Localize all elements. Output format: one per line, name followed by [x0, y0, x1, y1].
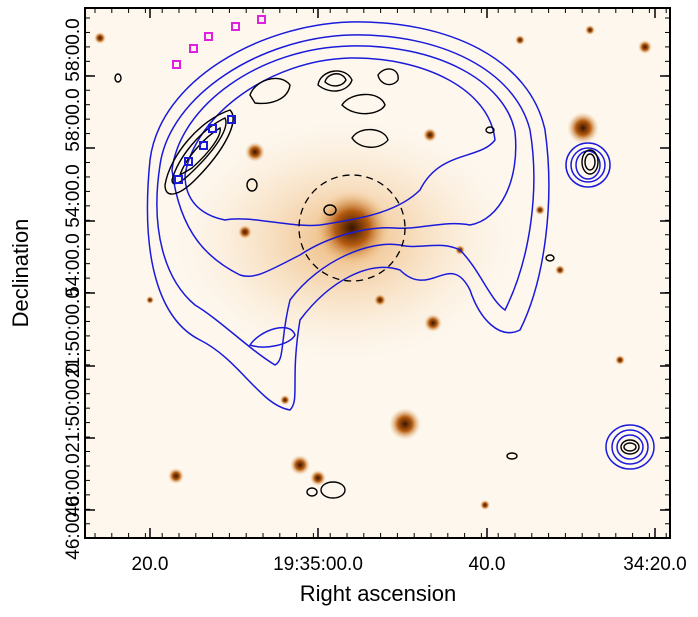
sky-image [85, 8, 670, 538]
source [555, 265, 565, 275]
source [146, 296, 154, 304]
source [280, 395, 290, 405]
source [515, 35, 525, 45]
source [615, 355, 625, 365]
x-tick-label: 34:20.0 [623, 554, 686, 575]
ticks: 20.0 19:35:00.0 40.0 34:20.0 58:00.0 58:00.0 5… [63, 8, 687, 575]
y-axis-label: Declination [8, 219, 33, 328]
y-tick-label: 58:00.0 [63, 18, 84, 81]
y-tick-label: 54:00.0 [63, 233, 84, 296]
source [168, 468, 184, 484]
x-tick-label: 40.0 [469, 554, 506, 575]
source [238, 225, 252, 239]
source [638, 40, 652, 54]
source [290, 455, 310, 475]
source [310, 470, 326, 486]
source [585, 25, 595, 35]
y-tick-label: 46:00.0 [63, 496, 84, 559]
y-tick-label: 46:00.0 [63, 453, 84, 516]
source [423, 128, 437, 142]
y-tick-label: 58:00.0 [63, 88, 84, 151]
y-tick-label: 21:50:00.0 [63, 363, 84, 453]
x-tick-label: 20.0 [132, 554, 169, 575]
source [374, 294, 386, 306]
dashed-circle [298, 174, 406, 282]
source [424, 314, 442, 332]
x-axis-label: Right ascension [300, 581, 457, 606]
source [535, 205, 545, 215]
magenta-markers [172, 15, 266, 69]
source [245, 142, 265, 162]
black-contours [114, 68, 640, 499]
source [389, 408, 421, 440]
x-tick-label: 19:35:00.0 [273, 554, 363, 575]
blue-contours [146, 21, 655, 470]
source [567, 112, 599, 144]
source [480, 500, 490, 510]
y-tick-label: 54:00.0 [63, 164, 84, 227]
source [94, 32, 106, 44]
plot-frame [84, 7, 671, 539]
y-tick-label: 21:50:00.0 [63, 288, 84, 378]
blue-markers [174, 115, 236, 184]
